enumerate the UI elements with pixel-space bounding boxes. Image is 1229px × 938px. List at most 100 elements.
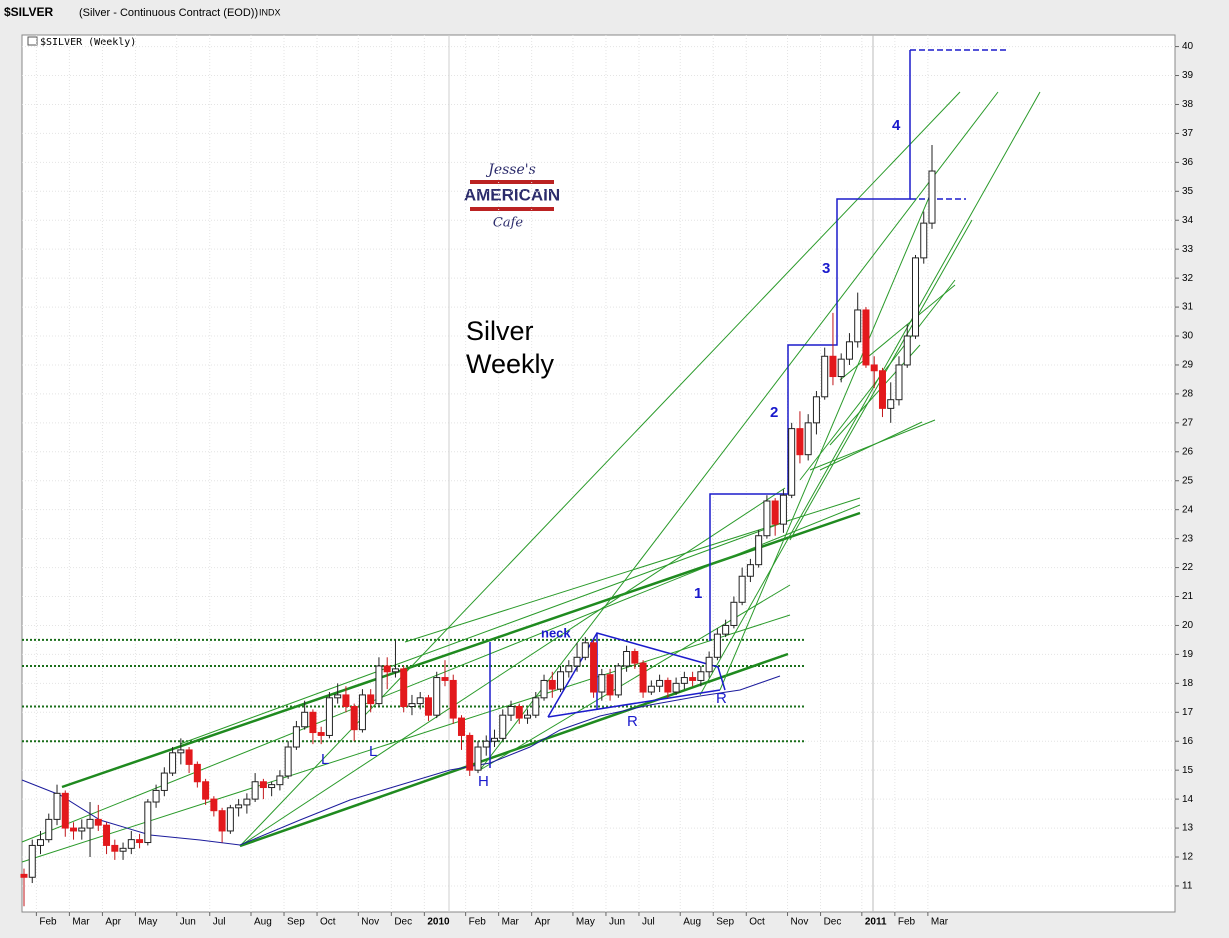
candle-body	[590, 642, 598, 693]
candle-body	[763, 500, 771, 537]
y-tick-label: 32	[1182, 273, 1194, 284]
plot-area	[21, 34, 1176, 913]
candle-body	[70, 827, 78, 832]
candle-body	[375, 665, 383, 705]
y-tick-label: 13	[1182, 823, 1194, 834]
candle-body	[457, 717, 465, 736]
candle-body	[301, 711, 309, 728]
y-tick-label: 23	[1182, 533, 1194, 544]
candle-body	[268, 784, 276, 789]
candle-body	[689, 677, 697, 681]
x-tick-label: Oct	[320, 917, 336, 928]
y-tick-label: 30	[1182, 331, 1194, 342]
y-tick-label: 17	[1182, 707, 1194, 718]
candle-body	[895, 364, 903, 401]
leg-label: 1	[694, 585, 702, 602]
y-tick-label: 19	[1182, 649, 1194, 660]
trend-line	[719, 194, 931, 691]
trend-line	[839, 284, 956, 381]
candle-body	[185, 749, 193, 765]
candle-body	[276, 775, 284, 786]
candle-body	[433, 677, 441, 716]
candle-body	[746, 564, 754, 577]
triangle-base	[547, 689, 721, 718]
candle-body	[870, 364, 878, 372]
candle-body	[235, 804, 243, 809]
x-tick-label: Jul	[642, 917, 655, 928]
candle-body	[598, 674, 606, 693]
trend-line	[479, 91, 999, 771]
trend-line	[819, 421, 923, 471]
candle-body	[53, 792, 61, 820]
y-tick-label: 36	[1182, 157, 1194, 168]
candle-body	[713, 633, 721, 658]
candle-body	[449, 679, 457, 719]
trend-line	[179, 519, 791, 745]
candle-body	[845, 341, 853, 360]
x-tick-label: Dec	[824, 917, 842, 928]
candle-body	[78, 827, 86, 832]
candle-body	[515, 705, 523, 719]
candle-body	[127, 839, 135, 849]
y-tick-label: 22	[1182, 562, 1194, 573]
candle-body	[144, 801, 152, 844]
candle-body	[45, 818, 53, 841]
candle-body	[383, 665, 391, 673]
candle-body	[474, 746, 482, 771]
x-tick-label: Sep	[716, 917, 734, 928]
candle-body	[160, 772, 168, 791]
y-tick-label: 26	[1182, 446, 1194, 457]
y-tick-label: 25	[1182, 475, 1194, 486]
neckline	[547, 632, 726, 718]
x-tick-label: Dec	[394, 917, 412, 928]
candle-body	[639, 662, 647, 693]
candle-body	[37, 839, 45, 846]
exchange: INDX	[259, 7, 281, 17]
leg-steps	[709, 50, 911, 641]
candle-body	[581, 642, 589, 658]
annotation: R	[716, 690, 727, 707]
candle-body	[20, 873, 28, 878]
candle-body	[284, 746, 292, 777]
y-tick-label: 20	[1182, 620, 1194, 631]
candle-body	[771, 500, 779, 525]
candle-body	[400, 668, 408, 707]
candle-body	[928, 170, 936, 224]
y-tick-label: 33	[1182, 244, 1194, 255]
annotation: neck	[541, 625, 571, 640]
candle-body	[804, 422, 812, 456]
x-tick-label: Nov	[791, 917, 809, 928]
annotation: L	[321, 751, 329, 768]
candle-body	[557, 671, 565, 690]
annotation: R	[627, 713, 638, 730]
y-tick-label: 38	[1182, 99, 1194, 110]
candle-body	[573, 656, 581, 667]
candle-body	[350, 705, 358, 731]
x-tick-label: Jun	[180, 917, 196, 928]
support-levels	[22, 638, 805, 743]
candle-body	[730, 601, 738, 626]
candle-body	[441, 677, 449, 681]
candle-body	[614, 665, 622, 696]
x-tick-label: Mar	[931, 917, 949, 928]
candle-body	[416, 697, 424, 705]
candle-body	[136, 839, 144, 844]
x-tick-label: Jul	[213, 917, 226, 928]
y-tick-label: 29	[1182, 360, 1194, 371]
x-tick-label: Feb	[39, 917, 57, 928]
y-tick-label: 35	[1182, 186, 1194, 197]
y-tick-label: 24	[1182, 504, 1194, 515]
y-tick-label: 12	[1182, 852, 1194, 863]
y-tick-label: 16	[1182, 736, 1194, 747]
candle-body	[334, 694, 342, 699]
candle-body	[647, 685, 655, 693]
candle-body	[259, 781, 267, 789]
candle-body	[697, 671, 705, 681]
candle-body	[119, 847, 127, 852]
candle-body	[920, 222, 928, 259]
y-tick-label: 21	[1182, 591, 1194, 602]
candle-body	[342, 694, 350, 707]
x-tick-label: Mar	[502, 917, 520, 928]
